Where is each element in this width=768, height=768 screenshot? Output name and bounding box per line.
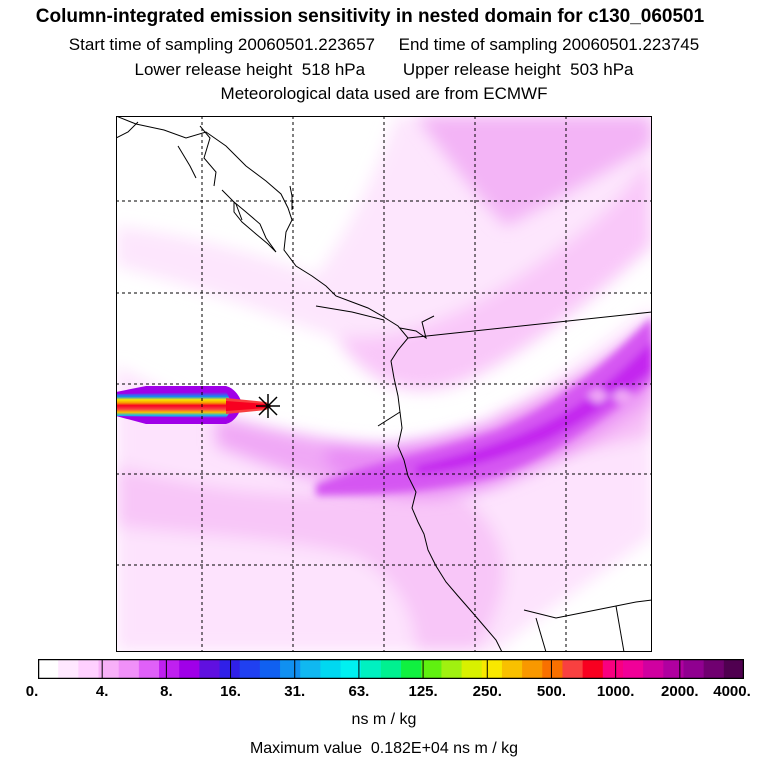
colorbar-tick-label: 500. [536, 683, 567, 700]
colorbar-swatch [723, 659, 744, 679]
colorbar-tick-label: 4000. [713, 683, 751, 700]
lower-release-height: Lower release height 518 hPa [134, 60, 366, 79]
colorbar-swatch [138, 659, 160, 679]
colorbar-tick-label: 31. [284, 683, 306, 700]
colorbar-swatch [199, 659, 221, 679]
colorbar-swatch [703, 659, 725, 679]
colorbar-swatch [340, 659, 362, 679]
met-data-source: Meteorological data used are from ECMWF [220, 84, 548, 103]
colorbar-swatch [159, 659, 180, 679]
colorbar-swatch [320, 659, 342, 679]
sensitivity-field-mid [216, 116, 652, 498]
colorbar-swatch [98, 659, 120, 679]
colorbar-swatch [401, 659, 422, 679]
colorbar-tick-label: 2000. [661, 683, 699, 700]
start-time: Start time of sampling 20060501.223657 [68, 35, 376, 54]
colorbar-swatch [481, 659, 503, 679]
colorbar-swatch [118, 659, 140, 679]
colorbar-swatch [663, 659, 685, 679]
colorbar-swatch [360, 659, 382, 679]
colorbar-swatch [602, 659, 624, 679]
release-heights: Lower release height 518 hPa Upper relea… [0, 60, 768, 80]
colorbar-swatch [461, 659, 483, 679]
colorbar-swatch [179, 659, 200, 679]
sensitivity-plume-core [116, 386, 272, 424]
sensitivity-field-strong [316, 316, 652, 496]
sampling-times: Start time of sampling 20060501.223657 E… [0, 35, 768, 55]
colorbar-swatch [582, 659, 604, 679]
colorbar-tick-label: 250. [472, 683, 502, 700]
colorbar-swatch [239, 659, 261, 679]
colorbar-swatch [562, 659, 584, 679]
colorbar-swatch [380, 659, 402, 679]
figure-title: Column-integrated emission sensitivity i… [35, 6, 705, 27]
colorbar-tick-label: 8. [160, 683, 173, 700]
graticule [116, 116, 652, 652]
upper-release-height: Upper release height 503 hPa [402, 60, 634, 79]
colorbar-tick-label: 1000. [596, 683, 635, 700]
colorbar-swatch [300, 659, 321, 679]
colorbar-swatch [259, 659, 281, 679]
colorbar-swatch [58, 659, 79, 679]
colorbar-tick-label: 16. [220, 683, 241, 700]
colorbar-ticks: 0. 4. 8. 16. 31. 63. 125. 250. 500. 1000. 2000. 400… [0, 683, 768, 705]
colorbar-tick-label: 4. [95, 683, 109, 700]
end-time: End time of sampling 20060501.223745 [398, 35, 700, 54]
colorbar-swatch [421, 659, 443, 679]
maximum-value: Maximum value 0.182E+04 ns m / kg [249, 740, 519, 757]
colorbar-swatch [78, 659, 100, 679]
map-frame [116, 116, 652, 652]
colorbar-swatch [38, 659, 59, 679]
coastline [116, 116, 652, 652]
colorbar-units: ns m / kg [351, 711, 417, 728]
colorbar-tick-label: 125. [408, 683, 438, 700]
colorbar-swatch [441, 659, 463, 679]
colorbar-swatch [643, 659, 664, 679]
colorbar-tick-label: 0. [25, 683, 39, 700]
sensitivity-map [116, 116, 652, 652]
colorbar-frame [38, 659, 744, 679]
colorbar-swatch [622, 659, 644, 679]
colorbar-swatch [219, 659, 241, 679]
colorbar-swatch [280, 659, 301, 679]
receptor-asterisk [256, 394, 280, 418]
colorbar-tick-label: 63. [348, 683, 370, 700]
colorbar-swatch [522, 659, 543, 679]
colorbar-swatch [501, 659, 523, 679]
colorbar-swatch [683, 659, 705, 679]
colorbar-swatch [542, 659, 564, 679]
colorbar [38, 659, 744, 679]
